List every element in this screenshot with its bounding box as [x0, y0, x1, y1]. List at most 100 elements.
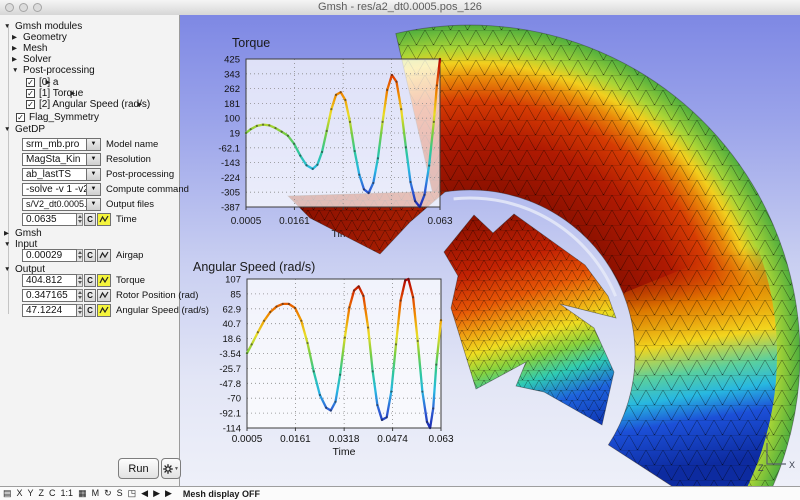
model-name-combo[interactable]: srm_mb.pro — [22, 137, 87, 151]
view-item-1-torque[interactable]: ✓ [1] Torque ▶ — [26, 87, 83, 99]
tree-guide-line — [8, 26, 9, 314]
chevron-down-icon[interactable]: ▼ — [87, 182, 101, 196]
chevron-expanded-icon[interactable]: ▼ — [12, 66, 19, 74]
rotor-position-output-value[interactable]: 0.347165 — [22, 288, 77, 302]
graph-toggle-button[interactable] — [97, 248, 111, 262]
chevron-collapsed-icon[interactable]: ▶ — [12, 34, 17, 41]
rotor-mesh — [443, 213, 617, 426]
post-processing-combo[interactable]: ab_lastTS — [22, 167, 87, 181]
chevron-collapsed-icon[interactable]: ▶ — [12, 56, 17, 63]
chevron-down-icon[interactable]: ▼ — [87, 197, 101, 211]
ytick-label: 100 — [224, 114, 240, 125]
chart-title: Angular Speed (rad/s) — [193, 260, 315, 274]
angular-speed-output-value[interactable]: 47.1224 — [22, 303, 77, 317]
statusbar-button[interactable]: Z — [38, 488, 45, 498]
module-sidebar: ▼ Gmsh modules ▶ Geometry ▶ Mesh ▶ Solve… — [0, 15, 209, 486]
graph-toggle-button[interactable] — [97, 273, 111, 287]
ytick-label: -305 — [221, 188, 240, 199]
graph-toggle-button[interactable] — [97, 288, 111, 302]
ytick-label: -143 — [221, 158, 240, 169]
checkbox-checked[interactable]: ✓ — [26, 77, 35, 87]
angular-speed-chart: 107 85 62.9 40.7 18.6 -3.54 -25.7 -47.8 -70 -92.1… — [193, 260, 454, 458]
ytick-label: 85 — [230, 289, 241, 300]
view-label: [0] a — [39, 76, 59, 88]
torque-output-value[interactable]: 404.812 — [22, 273, 77, 287]
xtick-label: 0.0318 — [329, 434, 360, 445]
graph-toggle-button[interactable] — [97, 212, 111, 226]
chevron-expanded-icon[interactable]: ▼ — [4, 240, 11, 248]
tree-item-input[interactable]: ▼ Input — [4, 238, 37, 250]
tree-item-mesh[interactable]: ▶ Mesh — [12, 42, 47, 54]
loop-button[interactable]: C — [84, 273, 96, 287]
chevron-expanded-icon[interactable]: ▼ — [4, 22, 11, 30]
tree-label: Post-processing — [23, 64, 95, 76]
stepper-icon[interactable] — [77, 248, 83, 262]
statusbar-button[interactable]: ▤ — [3, 488, 12, 498]
tree-item-geometry[interactable]: ▶ Geometry — [12, 31, 67, 43]
resolution-combo[interactable]: MagSta_Kin — [22, 152, 87, 166]
loop-button[interactable]: C — [84, 288, 96, 302]
submenu-arrow-icon[interactable]: ▶ — [70, 90, 76, 97]
chevron-expanded-icon[interactable]: ▼ — [4, 125, 11, 133]
tree-item-getdp[interactable]: ▼ GetDP — [4, 123, 45, 135]
tree-item-solver[interactable]: ▶ Solver — [12, 53, 51, 65]
airgap-input[interactable]: 0.00029 — [22, 248, 77, 262]
output-files-combo[interactable]: s/V2_dt0.0005.dat — [22, 197, 87, 211]
options-button[interactable]: ▼ — [161, 458, 181, 479]
graph-toggle-button[interactable] — [97, 303, 111, 317]
chevron-collapsed-icon[interactable]: ▶ — [12, 45, 17, 52]
stepper-icon[interactable] — [77, 288, 83, 302]
statusbar-button[interactable]: ↻ — [104, 488, 112, 498]
stepper-icon[interactable] — [77, 303, 83, 317]
chevron-down-icon[interactable]: ▼ — [87, 167, 101, 181]
chevron-expanded-icon[interactable]: ▼ — [4, 265, 11, 273]
statusbar-button[interactable]: Y — [27, 488, 34, 498]
checkbox-checked[interactable]: ✓ — [26, 99, 35, 109]
statusbar-button[interactable]: S — [116, 488, 123, 498]
zoom-button[interactable] — [33, 3, 42, 12]
statusbar-button[interactable]: ▦ — [78, 488, 87, 498]
statusbar-button[interactable]: ◀ — [141, 488, 149, 498]
submenu-arrow-icon[interactable]: ▶ — [137, 101, 143, 108]
compute-command-combo[interactable]: -solve -v 1 -v2 — [22, 182, 87, 196]
minimize-button[interactable] — [19, 3, 28, 12]
stepper-icon[interactable] — [77, 212, 83, 226]
ytick-label: -114 — [223, 424, 241, 435]
checkbox-checked[interactable]: ✓ — [26, 88, 35, 98]
tree-item-post-processing[interactable]: ▼ Post-processing — [12, 64, 95, 76]
stepper-icon[interactable] — [77, 273, 83, 287]
statusbar-button[interactable]: ◳ — [127, 488, 137, 498]
field-label: Compute command — [106, 183, 189, 195]
time-input[interactable]: 0.0635 — [22, 212, 77, 226]
loop-button[interactable]: C — [84, 303, 96, 317]
chevron-collapsed-icon[interactable]: ▶ — [4, 230, 9, 237]
statusbar-button[interactable]: M — [91, 488, 100, 498]
view-item-2-angular-speed[interactable]: ✓ [2] Angular Speed (rad/s) ▶ — [26, 98, 150, 110]
statusbar-button[interactable]: ▶ — [165, 488, 172, 498]
statusbar-button[interactable]: X — [16, 488, 23, 498]
view-item-0-a[interactable]: ✓ [0] a ▶ — [26, 76, 58, 88]
flag-symmetry-checkbox-row[interactable]: ✓ Flag_Symmetry — [16, 111, 99, 123]
checkbox-checked[interactable]: ✓ — [16, 112, 25, 122]
axis-label-x: X — [789, 460, 795, 470]
submenu-arrow-icon[interactable]: ▶ — [45, 79, 51, 86]
statusbar-button[interactable]: ▶ — [153, 488, 160, 498]
statusbar-button[interactable]: 1:1 — [60, 488, 74, 498]
statusbar-button[interactable]: C — [49, 488, 56, 498]
chevron-down-icon[interactable]: ▼ — [87, 152, 101, 166]
axis-orientation-widget[interactable]: Y Z X — [758, 431, 795, 473]
tree-item-gmsh-modules[interactable]: ▼ Gmsh modules — [4, 20, 82, 32]
field-label: Torque — [116, 274, 146, 286]
ytick-label: 181 — [224, 99, 240, 110]
close-button[interactable] — [5, 3, 14, 12]
motor-mesh-model[interactable] — [180, 15, 800, 486]
tree-label: Output — [15, 263, 46, 275]
tree-item-gmsh[interactable]: ▶ Gmsh — [4, 227, 42, 239]
time-field-row: 0.0635 C Time — [22, 212, 137, 226]
loop-button[interactable]: C — [84, 212, 96, 226]
loop-button[interactable]: C — [84, 248, 96, 262]
chevron-down-icon[interactable]: ▼ — [87, 137, 101, 151]
tree-item-output[interactable]: ▼ Output — [4, 263, 45, 275]
run-button[interactable]: Run — [118, 458, 159, 479]
airgap-field-row: 0.00029 C Airgap — [22, 248, 143, 262]
